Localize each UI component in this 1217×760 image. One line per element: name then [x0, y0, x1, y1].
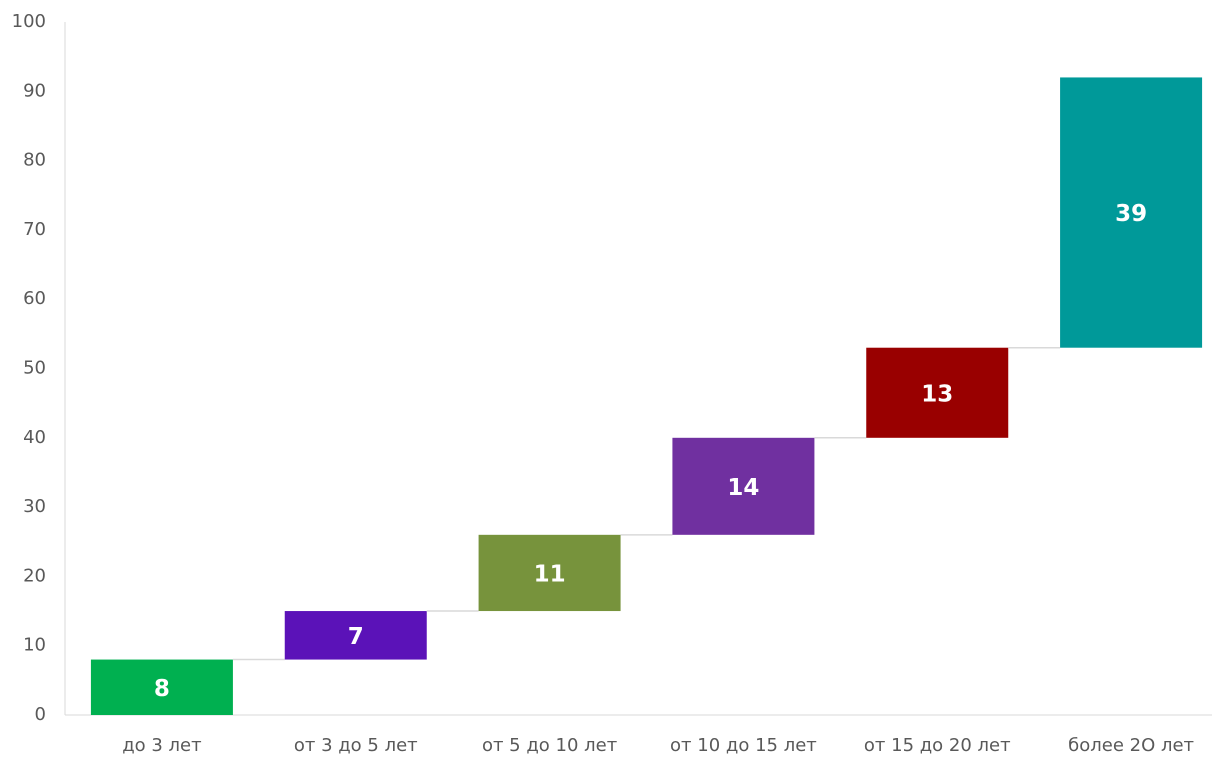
x-tick-label: более 2О лет	[1068, 735, 1194, 756]
y-tick-label: 10	[23, 635, 46, 656]
bar	[672, 437, 815, 535]
x-tick-label: от 3 до 5 лет	[294, 735, 418, 756]
bar	[478, 534, 621, 612]
data-label: 11	[534, 561, 566, 587]
y-tick-label: 90	[23, 80, 46, 101]
y-tick-label: 60	[23, 288, 46, 309]
data-label: 14	[727, 475, 759, 501]
x-tick-label: от 15 до 20 лет	[864, 735, 1011, 756]
y-tick-label: 50	[23, 358, 46, 379]
data-label: 8	[154, 676, 170, 702]
data-label: 39	[1115, 201, 1147, 227]
y-tick-label: 40	[23, 427, 46, 448]
y-tick-label: 0	[35, 704, 46, 725]
y-tick-label: 80	[23, 150, 46, 171]
x-tick-label: от 10 до 15 лет	[670, 735, 817, 756]
data-label: 7	[348, 624, 364, 650]
y-tick-label: 100	[12, 11, 46, 32]
x-tick-label: до 3 лет	[122, 735, 201, 756]
data-label: 13	[921, 381, 953, 407]
y-tick-label: 30	[23, 496, 46, 517]
y-tick-label: 20	[23, 565, 46, 586]
bar	[90, 659, 233, 715]
bar	[284, 611, 427, 660]
x-tick-label: от 5 до 10 лет	[482, 735, 617, 756]
bar	[866, 347, 1009, 438]
y-tick-label: 70	[23, 219, 46, 240]
bar	[1060, 77, 1203, 348]
